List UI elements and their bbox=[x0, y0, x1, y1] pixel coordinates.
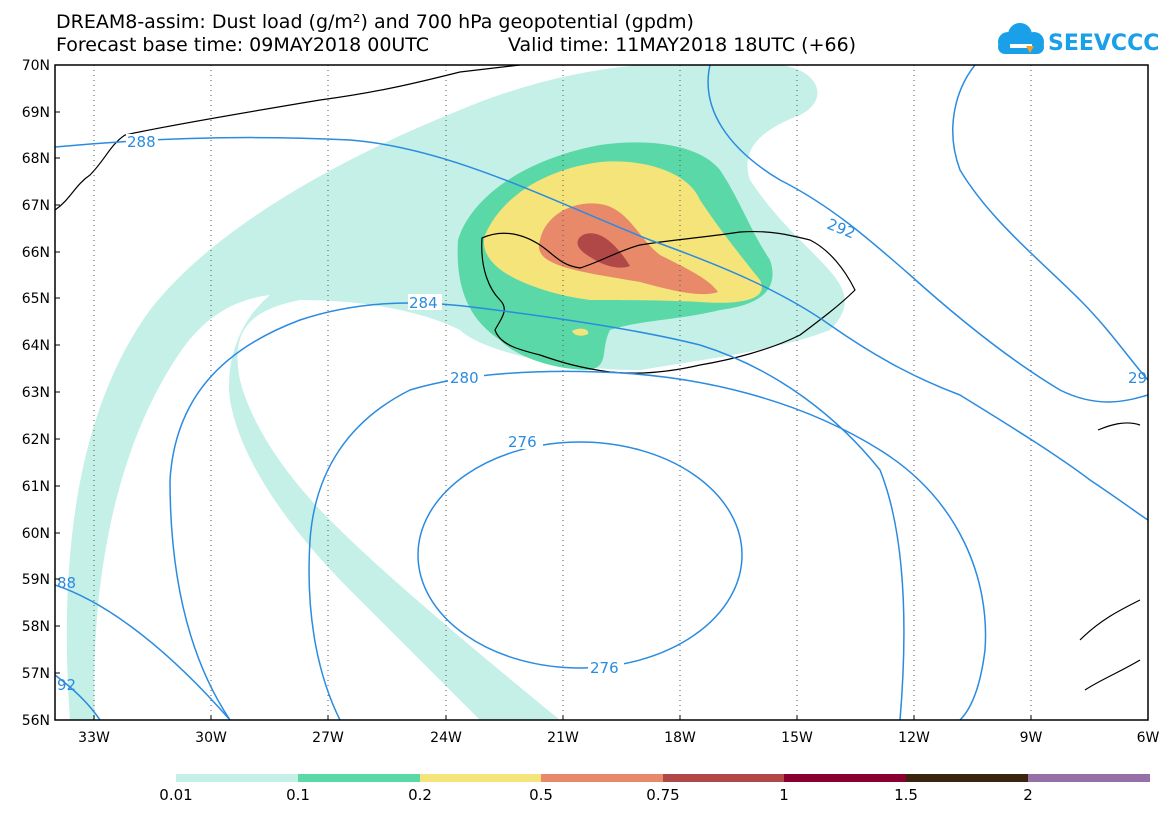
lon-label: 27W bbox=[312, 730, 344, 746]
contour-label-284: 284 bbox=[409, 294, 438, 312]
lon-label: 15W bbox=[781, 730, 813, 746]
colorbar-swatch-02 bbox=[420, 774, 541, 782]
lon-label: 33W bbox=[78, 730, 110, 746]
colorbar-label: 1.5 bbox=[894, 786, 918, 804]
contour-label-276-bottom: 276 bbox=[590, 659, 619, 677]
lon-label: 6W bbox=[1137, 730, 1160, 746]
colorbar-label: 0.1 bbox=[286, 786, 310, 804]
lat-label: 65N bbox=[22, 291, 50, 307]
contour-label-92: 92 bbox=[57, 676, 76, 694]
lat-label: 61N bbox=[22, 479, 50, 495]
lon-label: 12W bbox=[898, 730, 930, 746]
contour-label-29: 29 bbox=[1128, 369, 1147, 387]
lat-label: 64N bbox=[22, 338, 50, 354]
lat-label: 68N bbox=[22, 151, 50, 167]
lon-label: 18W bbox=[664, 730, 696, 746]
colorbar-label: 2 bbox=[1023, 786, 1033, 804]
colorbar-label: 0.01 bbox=[159, 786, 192, 804]
colorbar-swatch-2 bbox=[1028, 774, 1150, 782]
lon-label: 24W bbox=[430, 730, 462, 746]
lon-label: 30W bbox=[195, 730, 227, 746]
lat-label: 62N bbox=[22, 432, 50, 448]
colorbar-swatch-075 bbox=[663, 774, 784, 782]
colorbar-swatch-1 bbox=[784, 774, 906, 782]
contour-label-276-top: 276 bbox=[508, 433, 537, 451]
colorbar: 0.01 0.1 0.2 0.5 0.75 1 1.5 2 bbox=[159, 774, 1150, 804]
lat-label: 69N bbox=[22, 105, 50, 121]
colorbar-label: 0.2 bbox=[408, 786, 432, 804]
colorbar-label: 1 bbox=[779, 786, 789, 804]
colorbar-swatch-01 bbox=[298, 774, 420, 782]
lat-label: 58N bbox=[22, 619, 50, 635]
lat-label: 63N bbox=[22, 385, 50, 401]
colorbar-label: 0.5 bbox=[529, 786, 553, 804]
lat-label: 70N bbox=[22, 58, 50, 74]
lon-label: 21W bbox=[547, 730, 579, 746]
colorbar-label: 0.75 bbox=[646, 786, 679, 804]
contour-label-288: 288 bbox=[127, 133, 156, 151]
dust-shading bbox=[67, 65, 845, 720]
colorbar-swatch-001 bbox=[176, 774, 298, 782]
lat-label: 66N bbox=[22, 245, 50, 261]
colorbar-swatch-15 bbox=[906, 774, 1028, 782]
contour-276 bbox=[418, 442, 742, 668]
lat-label: 67N bbox=[22, 198, 50, 214]
dust-map: 288 292 284 280 276 276 88 92 29 70N 69N… bbox=[0, 0, 1175, 815]
contour-label-88: 88 bbox=[57, 574, 76, 592]
colorbar-swatch-05 bbox=[541, 774, 663, 782]
lon-label: 9W bbox=[1020, 730, 1043, 746]
lat-label: 56N bbox=[22, 713, 50, 729]
lat-label: 59N bbox=[22, 572, 50, 588]
lat-label: 60N bbox=[22, 526, 50, 542]
contour-label-280: 280 bbox=[450, 369, 479, 387]
lat-label: 57N bbox=[22, 666, 50, 682]
longitude-labels: 33W 30W 27W 24W 21W 18W 15W 12W 9W 6W bbox=[78, 730, 1159, 746]
latitude-labels: 70N 69N 68N 67N 66N 65N 64N 63N 62N 61N … bbox=[22, 58, 50, 729]
